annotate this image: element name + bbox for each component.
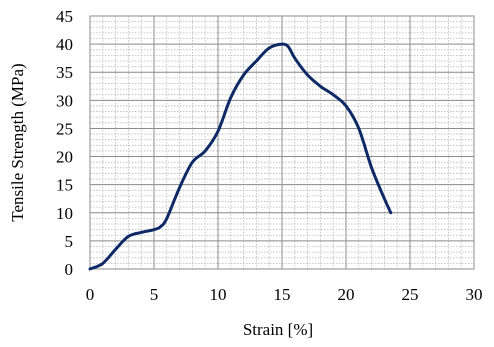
x-tick-label: 5: [150, 285, 159, 304]
series-layer: [88, 42, 393, 271]
y-tick-label: 45: [56, 7, 73, 26]
y-axis-label: Tensile Strength (MPa): [8, 63, 27, 221]
x-axis-label: Strain [%]: [243, 320, 313, 339]
plot-border: [89, 15, 475, 270]
y-tick-label: 10: [56, 204, 73, 223]
y-tick-label: 5: [65, 232, 74, 251]
y-tick-label: 0: [65, 260, 74, 279]
x-tick-label: 0: [86, 285, 95, 304]
x-tick-label: 30: [466, 285, 483, 304]
y-tick-label: 35: [56, 63, 73, 82]
y-tick-label: 30: [56, 91, 73, 110]
plot-frame: [89, 15, 475, 270]
x-tick-label: 15: [274, 285, 291, 304]
y-tick-label: 20: [56, 148, 73, 167]
y-tick-label: 25: [56, 119, 73, 138]
x-tick-label: 25: [402, 285, 419, 304]
x-tick-label: 20: [338, 285, 355, 304]
series-line-0: [88, 42, 393, 271]
y-tick-labels: 0 5 10 15 20 25 30 35 40 45: [56, 7, 73, 279]
y-tick-label: 40: [56, 35, 73, 54]
y-tick-label: 15: [56, 176, 73, 195]
x-tick-label: 10: [210, 285, 227, 304]
x-tick-labels: 0 5 10 15 20 25 30: [86, 285, 483, 304]
